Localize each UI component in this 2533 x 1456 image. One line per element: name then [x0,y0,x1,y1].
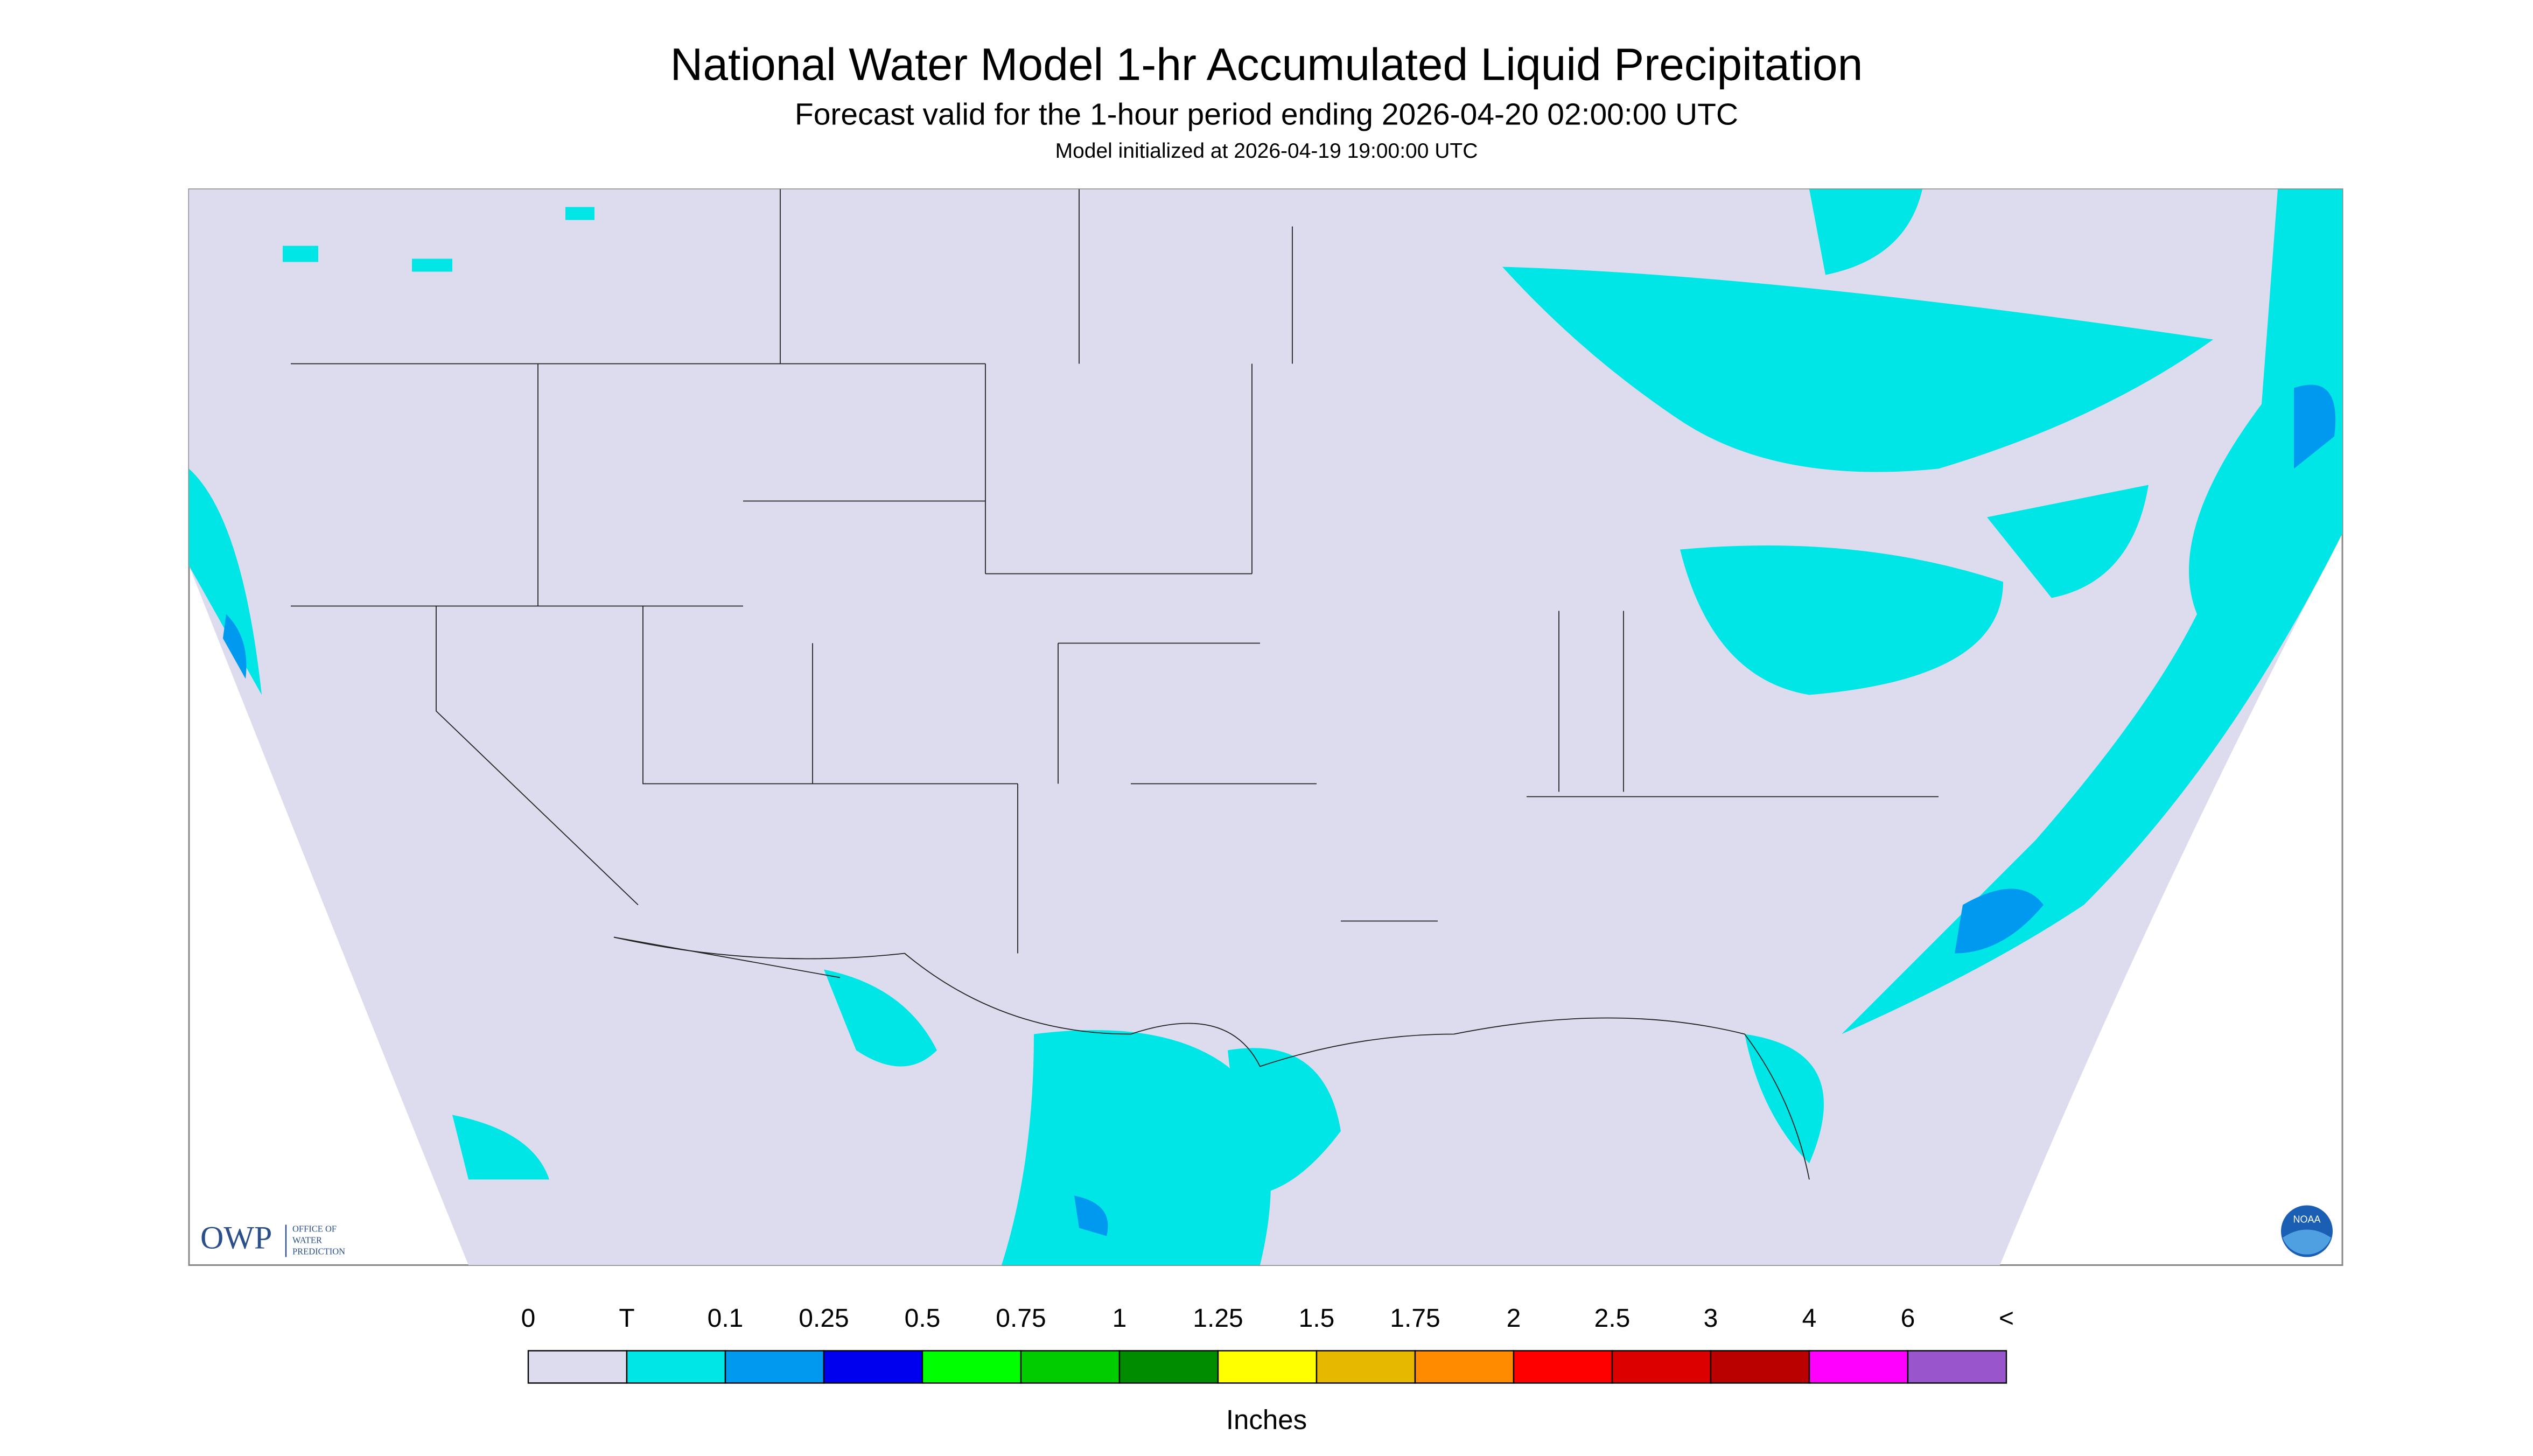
legend-label: 0.1 [708,1304,744,1333]
owp-name: WATER [292,1235,322,1245]
owp-logo: OWP [200,1220,272,1255]
legend-label: 3 [1704,1304,1718,1333]
precip-areas [189,189,2342,1265]
legend-label: T [619,1304,634,1333]
legend-label: 2.5 [1594,1304,1631,1333]
legend-swatch [1316,1350,1416,1384]
legend-swatch [1414,1350,1515,1384]
legend-swatch [1020,1350,1121,1384]
owp-name: OFFICE OF [292,1223,337,1234]
legend-label: 1 [1112,1304,1127,1333]
legend-label: 1.5 [1299,1304,1335,1333]
noaa-logo-text: NOAA [2293,1214,2320,1224]
map [188,188,2343,1266]
legend-swatch [1907,1350,2007,1384]
legend-label: 1.75 [1390,1304,1440,1333]
legend-swatch [1513,1350,1613,1384]
subtitle: Forecast valid for the 1-hour period end… [795,97,1738,132]
legend-unit: Inches [1226,1404,1307,1435]
noaa-logo-wave [2283,1229,2331,1255]
init-note: Model initialized at 2026-04-19 19:00:00… [1055,139,1478,163]
legend-swatch [921,1350,1022,1384]
boundaries [291,189,1939,1180]
legend-swatch [1217,1350,1318,1384]
legend-label: 1.25 [1193,1304,1243,1333]
legend-swatch [1808,1350,1909,1384]
legend-swatch [1118,1350,1219,1384]
legend-label: 0.25 [799,1304,849,1333]
legend: 0 T 0.1 0.25 0.5 0.75 1 1.25 1.5 1.75 2 2.5 3 4 6 < [521,1304,2014,1384]
title: National Water Model 1-hr Accumulated Li… [670,39,1863,90]
legend-label: 0.75 [996,1304,1046,1333]
legend-swatch [1611,1350,1712,1384]
legend-label: 0.5 [905,1304,941,1333]
legend-label: < [1999,1304,2014,1333]
legend-label: 6 [1901,1304,1915,1333]
legend-label: 4 [1802,1304,1817,1333]
precip-areas-heavier [223,384,2336,1236]
legend-swatch [626,1350,726,1384]
owp-name: PREDICTION [292,1246,345,1256]
legend-label: 0 [521,1304,536,1333]
legend-swatch [527,1350,628,1384]
legend-swatch [724,1350,825,1384]
legend-swatch [823,1350,923,1384]
legend-label: 2 [1507,1304,1521,1333]
legend-swatch [1710,1350,1810,1384]
